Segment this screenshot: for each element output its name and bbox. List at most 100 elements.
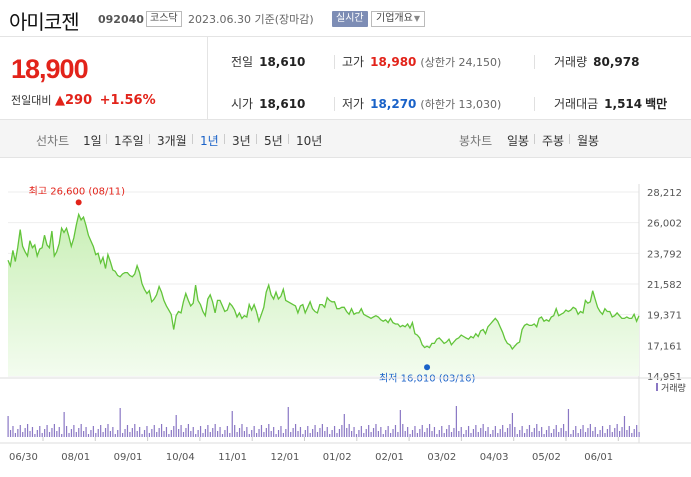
volume-bar — [61, 434, 63, 437]
volume-bar — [428, 424, 431, 437]
volume-bar — [234, 425, 236, 437]
volume-bar — [44, 429, 46, 437]
volume-bar — [343, 414, 345, 437]
divider — [256, 134, 257, 144]
volume-bar — [333, 426, 336, 437]
realtime-button[interactable]: 실시간 — [332, 11, 368, 27]
high-marker — [75, 199, 82, 206]
volume-bar — [290, 432, 292, 437]
volume-bar — [416, 433, 418, 437]
period-1w[interactable]: 1주일 — [114, 134, 144, 148]
volume-bar — [502, 425, 504, 437]
volume-bar — [480, 428, 482, 437]
volume-bar — [246, 427, 248, 437]
volume-bar — [606, 429, 609, 437]
volume-bar — [151, 429, 153, 437]
period-1y[interactable]: 1년 — [200, 134, 219, 148]
volume-bar — [497, 433, 499, 437]
volume-bar — [409, 434, 411, 437]
low-value: 18,270 — [370, 97, 417, 111]
volume-bar — [414, 426, 416, 437]
divider — [334, 55, 335, 69]
volume-bar — [397, 432, 399, 437]
volume-bar — [68, 433, 70, 437]
candle-weekly[interactable]: 주봉 — [542, 134, 565, 148]
volume-bar — [324, 431, 326, 437]
volume-bar — [302, 434, 304, 437]
company-info-dropdown[interactable]: 기업개요▼ — [371, 11, 425, 27]
open-value: 18,610 — [259, 97, 306, 111]
volume-bar — [7, 416, 9, 437]
volume-bar — [580, 429, 582, 437]
volume-bar — [485, 431, 487, 437]
volume-bar — [426, 428, 428, 437]
candle-chart-label: 봉차트 — [459, 134, 493, 148]
volume-bar — [553, 429, 555, 437]
volume-bar — [78, 428, 80, 437]
volume-bar — [519, 430, 521, 437]
volume-bar — [621, 427, 623, 437]
volume-bar — [224, 430, 226, 437]
volume-bar — [97, 429, 99, 437]
volume-bar — [446, 429, 448, 437]
market-badge: 코스닥 — [146, 11, 182, 27]
volume-bar — [63, 412, 65, 437]
volume-bar — [463, 434, 465, 437]
volume-bar — [226, 426, 228, 437]
volume-bar — [623, 416, 626, 437]
volume-bar — [424, 432, 426, 437]
price-summary: 18,900 전일대비 ▲290 +1.56% — [0, 37, 208, 119]
line-chart-label: 선차트 — [36, 134, 70, 148]
volume-bar — [431, 431, 433, 437]
volume-bar — [562, 424, 565, 437]
volume-bar — [355, 434, 358, 437]
candle-daily[interactable]: 일봉 — [507, 134, 530, 148]
volume-bar — [394, 425, 397, 437]
x-tick-label: 01/02 — [323, 452, 352, 463]
change-percent: +1.56% — [99, 93, 156, 108]
volume-bar — [526, 429, 528, 437]
volume-bar — [131, 428, 133, 437]
volume-bar — [309, 433, 311, 437]
period-3m[interactable]: 3개월 — [157, 134, 187, 148]
period-10y[interactable]: 10년 — [296, 134, 323, 148]
period-1d[interactable]: 1일 — [83, 134, 102, 148]
volume-bar — [36, 430, 38, 437]
volume-bar — [611, 432, 613, 437]
candle-monthly[interactable]: 월봉 — [577, 134, 600, 148]
volume-bar — [543, 434, 545, 437]
volume-bar — [212, 428, 214, 437]
volume-legend: 거래량 — [661, 382, 686, 394]
volume-bar — [46, 425, 48, 437]
volume-bar — [156, 432, 158, 437]
volume-bar — [331, 430, 333, 437]
volume-bar — [129, 432, 131, 437]
divider — [192, 134, 193, 144]
volume-bar — [112, 427, 114, 437]
volume-bar — [292, 428, 294, 437]
volume-bar — [387, 426, 389, 437]
volume-bar — [443, 433, 445, 437]
volume-bar — [182, 432, 185, 437]
volume-bar — [321, 424, 323, 437]
volume-bar — [516, 434, 518, 437]
volume-label: 거래량 — [554, 55, 588, 69]
period-3y[interactable]: 3년 — [232, 134, 251, 148]
volume-bar — [531, 432, 533, 437]
low-label: 저가 — [342, 97, 365, 111]
y-tick-label: 19,371 — [647, 311, 682, 322]
price-chart[interactable]: 28,212 26,002 23,792 21,582 19,371 17,161 14,9… — [0, 170, 691, 477]
volume-bar — [370, 432, 372, 437]
period-5y[interactable]: 5년 — [264, 134, 283, 148]
amount-value: 1,514 — [604, 97, 643, 111]
volume-bar — [199, 426, 202, 437]
volume-bar — [494, 426, 496, 437]
volume-bar — [26, 424, 29, 437]
volume-bar — [56, 431, 58, 437]
volume-bar — [377, 431, 380, 437]
volume-bar — [506, 428, 509, 437]
volume-bar — [19, 425, 21, 437]
volume-bar — [541, 427, 543, 437]
volume-bar — [270, 431, 272, 437]
volume-bar — [514, 427, 516, 437]
